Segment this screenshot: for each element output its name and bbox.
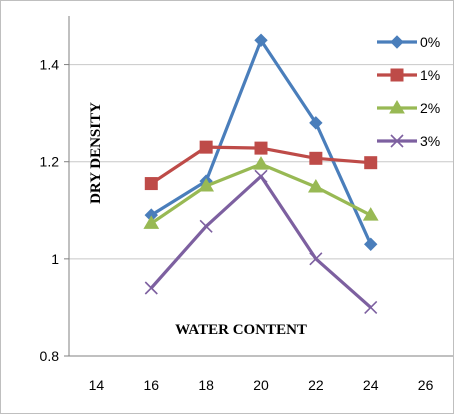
- data-point: [309, 252, 323, 266]
- y-tick-label: 1: [51, 251, 59, 267]
- data-point: [362, 207, 379, 221]
- legend-marker: [390, 35, 404, 49]
- data-point: [254, 33, 268, 47]
- axes: 0.8 1 1.2 1.4 14 16 18 20 22 24 26: [40, 16, 453, 393]
- series-1: [144, 140, 378, 191]
- legend-marker: [390, 134, 404, 148]
- data-point: [364, 300, 378, 314]
- data-point: [199, 219, 213, 233]
- x-tick-label: 22: [308, 377, 324, 393]
- data-point: [254, 141, 268, 155]
- legend-marker: [389, 100, 405, 114]
- legend-entry: 1%: [377, 67, 440, 83]
- data-point: [364, 156, 378, 170]
- data-point: [307, 178, 324, 193]
- legend: 0% 1% 2% 3%: [377, 34, 440, 149]
- y-tick-label: 0.8: [40, 348, 60, 364]
- y-axis-label: DRY DENSITY: [88, 102, 104, 204]
- legend-marker: [390, 68, 404, 82]
- data-point: [144, 177, 158, 191]
- data-point: [198, 178, 215, 192]
- data-point: [144, 281, 158, 295]
- legend-label: 0%: [420, 34, 440, 50]
- legend-label: 2%: [420, 100, 440, 116]
- data-point: [254, 169, 268, 183]
- data-point: [364, 237, 378, 251]
- data-point: [309, 151, 323, 165]
- series-3: [144, 169, 378, 314]
- x-tick-label: 14: [89, 377, 105, 393]
- data-point: [143, 215, 160, 229]
- x-axis-label: WATER CONTENT: [175, 322, 307, 338]
- data-point: [253, 156, 269, 170]
- data-point: [199, 140, 213, 154]
- series-group: [143, 33, 379, 314]
- x-tick-label: 26: [418, 377, 434, 393]
- legend-entry: 2%: [377, 100, 440, 116]
- legend-label: 1%: [420, 67, 440, 83]
- data-point: [309, 116, 323, 130]
- series-2: [143, 156, 379, 229]
- legend-entry: 3%: [377, 133, 440, 149]
- legend-label: 3%: [420, 133, 440, 149]
- legend-entry: 0%: [377, 34, 440, 50]
- x-tick-label: 24: [363, 377, 379, 393]
- y-tick-label: 1.2: [40, 154, 60, 170]
- x-tick-label: 20: [253, 377, 269, 393]
- x-tick-label: 16: [143, 377, 159, 393]
- y-tick-label: 1.4: [40, 57, 60, 73]
- series-0: [144, 33, 378, 251]
- x-tick-label: 18: [198, 377, 214, 393]
